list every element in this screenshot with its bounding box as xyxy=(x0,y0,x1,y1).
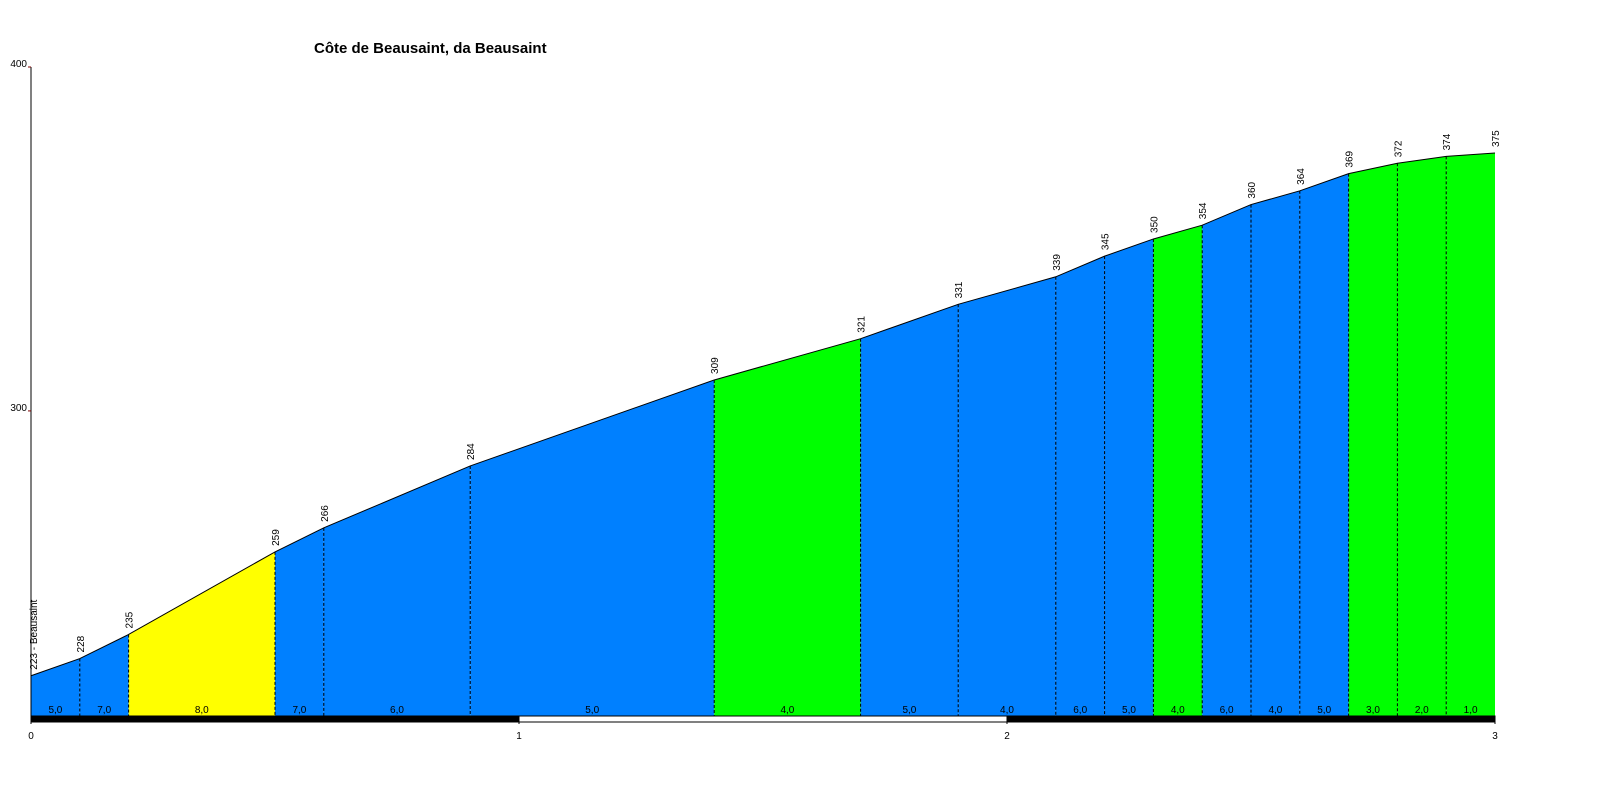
segment xyxy=(128,551,275,717)
elevation-label: 266 xyxy=(320,505,331,522)
elevation-label: 360 xyxy=(1247,181,1258,198)
x-tick-label: 2 xyxy=(1004,731,1010,742)
segment xyxy=(714,338,861,717)
distance-bar xyxy=(1006,715,1496,723)
profile-line xyxy=(30,152,1496,677)
grade-label: 5,0 xyxy=(585,705,599,716)
grade-label: 5,0 xyxy=(1122,705,1136,716)
grade-label: 5,0 xyxy=(1317,705,1331,716)
grade-label: 8,0 xyxy=(195,705,209,716)
chart-title: Côte de Beausaint, da Beausaint xyxy=(314,40,547,57)
segment xyxy=(1055,256,1105,717)
grade-label: 5,0 xyxy=(902,705,916,716)
grade-label: 5,0 xyxy=(48,705,62,716)
elevation-label: 350 xyxy=(1149,216,1160,233)
elevation-label: 364 xyxy=(1296,168,1307,185)
elevation-label: 369 xyxy=(1345,150,1356,167)
elevation-label: 375 xyxy=(1491,130,1502,147)
distance-bar xyxy=(518,715,1008,723)
elevation-label: 374 xyxy=(1442,133,1453,150)
grade-label: 3,0 xyxy=(1366,705,1380,716)
grade-label: 1,0 xyxy=(1464,705,1478,716)
elevation-label: 321 xyxy=(857,316,868,333)
segment xyxy=(1202,204,1251,717)
distance-bar xyxy=(30,715,520,723)
elevation-label: 345 xyxy=(1101,233,1112,250)
grade-label: 4,0 xyxy=(1000,705,1014,716)
segment xyxy=(860,304,959,717)
grade-label: 2,0 xyxy=(1415,705,1429,716)
overlay: 5,0 7,0 8,0 7,0 6,0 5,0 4,0 5,0 4,0 6,0 5,0 4,0 6,0 4… xyxy=(10,59,1502,742)
segment xyxy=(1299,173,1349,717)
segment xyxy=(1104,238,1154,717)
segment xyxy=(1251,190,1300,718)
elevation-label: 228 xyxy=(76,635,87,652)
x-tick-label: 3 xyxy=(1492,731,1498,742)
grade-label: 6,0 xyxy=(1220,705,1234,716)
grade-label: 4,0 xyxy=(780,705,794,716)
segment xyxy=(470,379,715,717)
y-tick-label: 300 xyxy=(10,403,27,414)
elevation-label: 223 - Beausaint xyxy=(29,599,40,669)
elevation-label: 284 xyxy=(466,443,477,460)
elevation-label: 331 xyxy=(954,281,965,298)
grade-label: 6,0 xyxy=(1073,705,1087,716)
grade-label: 4,0 xyxy=(1268,705,1282,716)
x-tick-label: 1 xyxy=(516,731,522,742)
segment xyxy=(275,527,324,717)
elevation-label: 309 xyxy=(710,357,721,374)
grade-label: 7,0 xyxy=(97,705,111,716)
segment xyxy=(1397,156,1447,718)
grade-label: 6,0 xyxy=(390,705,404,716)
elevation-label: 372 xyxy=(1393,140,1404,157)
segment xyxy=(958,276,1056,717)
y-tick-label: 400 xyxy=(10,59,27,70)
grade-label: 7,0 xyxy=(292,705,306,716)
elevation-label: 339 xyxy=(1052,254,1063,271)
elevation-label: 259 xyxy=(271,529,282,546)
segment xyxy=(323,465,471,717)
elevation-label: 354 xyxy=(1198,202,1209,219)
grade-label: 4,0 xyxy=(1171,705,1185,716)
segment xyxy=(1348,163,1398,718)
segment xyxy=(31,658,80,717)
segment-fills xyxy=(31,152,1495,718)
x-tick-label: 0 xyxy=(28,731,34,742)
segment xyxy=(1446,152,1495,718)
segment xyxy=(79,634,129,717)
segment xyxy=(1153,225,1203,718)
elevation-label: 235 xyxy=(125,611,136,628)
